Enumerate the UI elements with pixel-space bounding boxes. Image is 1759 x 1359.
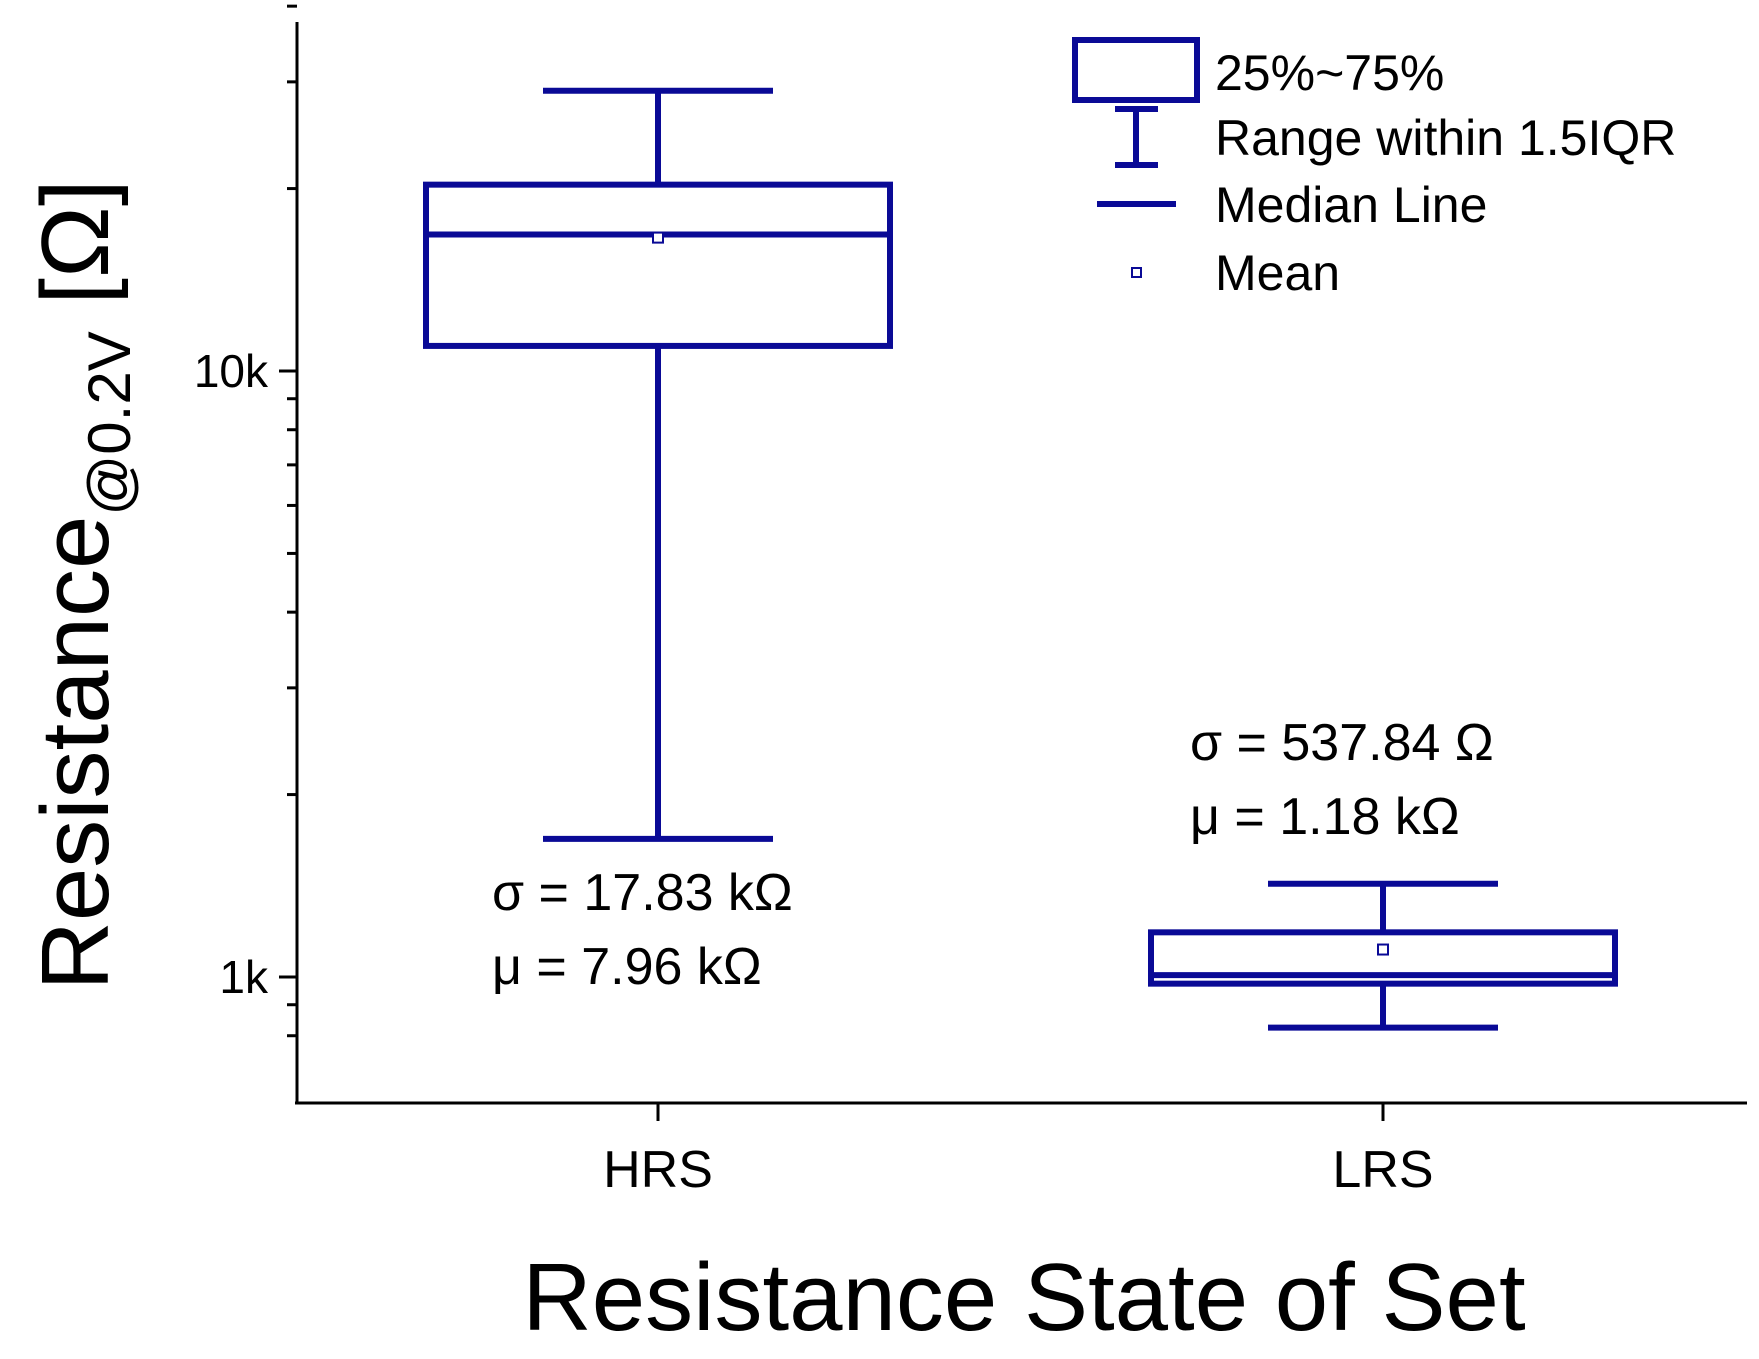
axes bbox=[295, 22, 1747, 1105]
box-lrs bbox=[1148, 880, 1618, 1031]
x-axis-title: Resistance State of Set bbox=[522, 1244, 1525, 1351]
y-ticks: 1k 10k bbox=[194, 4, 297, 1038]
annotation-hrs-mu: μ = 7.96 kΩ bbox=[492, 938, 762, 996]
legend-label-range: Range within 1.5IQR bbox=[1215, 110, 1676, 166]
y-axis-title: Resistance@0.2V [Ω] bbox=[22, 179, 143, 990]
legend: 25%~75% Range within 1.5IQR Median Line … bbox=[1072, 37, 1676, 301]
legend-mean-swatch bbox=[1131, 267, 1142, 278]
x-tick-label: HRS bbox=[603, 1141, 713, 1199]
y-tick-label: 10k bbox=[194, 345, 269, 397]
iqr-box bbox=[1148, 929, 1618, 987]
legend-label-iqr: 25%~75% bbox=[1215, 45, 1444, 101]
legend-box-swatch bbox=[1072, 37, 1200, 103]
y-axis-title-main: Resistance bbox=[22, 516, 129, 991]
annotation-lrs-mu: μ = 1.18 kΩ bbox=[1190, 788, 1460, 846]
y-tick-label: 1k bbox=[219, 951, 269, 1003]
mean-marker bbox=[1377, 943, 1389, 956]
annotation-lrs-sigma: σ = 537.84 Ω bbox=[1190, 714, 1494, 772]
box-hrs bbox=[423, 87, 893, 842]
x-tick-label: LRS bbox=[1332, 1141, 1433, 1199]
annotation-hrs-sigma: σ = 17.83 kΩ bbox=[492, 864, 793, 922]
boxes bbox=[423, 87, 1618, 1031]
annotations: σ = 17.83 kΩ μ = 7.96 kΩ σ = 537.84 Ω μ = 1… bbox=[492, 714, 1494, 996]
legend-label-mean: Mean bbox=[1215, 245, 1340, 301]
x-ticks: HRS LRS bbox=[603, 1103, 1434, 1199]
mean-marker bbox=[652, 231, 664, 244]
legend-label-median: Median Line bbox=[1215, 177, 1487, 233]
y-axis-title-unit: [Ω] bbox=[22, 179, 129, 331]
y-axis-title-subscript: @0.2V bbox=[76, 331, 143, 515]
iqr-box bbox=[423, 181, 893, 349]
